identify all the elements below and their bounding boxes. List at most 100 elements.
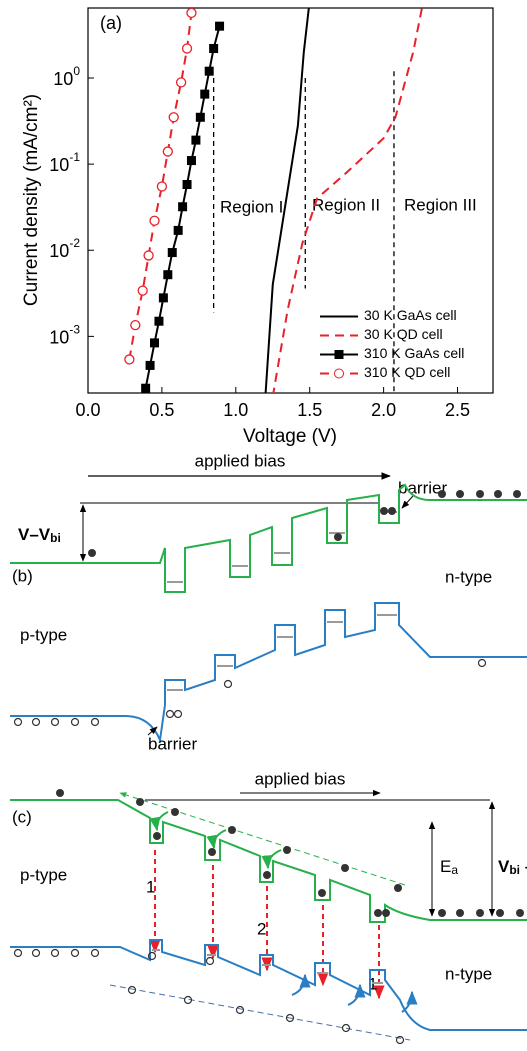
transitions (149, 850, 385, 1000)
panel-label: (c) (12, 807, 32, 826)
marker (182, 180, 192, 190)
legend-label: 310 K GaAs cell (364, 345, 464, 361)
marker (141, 383, 151, 393)
marker (167, 248, 177, 258)
label: bi (50, 531, 61, 545)
x-tick-label: 2.5 (445, 400, 470, 420)
label: Ea (440, 857, 458, 877)
plot-frame (87, 7, 494, 394)
marker (195, 112, 205, 122)
y-axis-label: Current density (mA/cm²) (21, 94, 42, 306)
valence-band (10, 939, 527, 1031)
x-axis-label: Voltage (V) (243, 426, 337, 447)
y-tick-exponent: -2 (69, 236, 80, 250)
y-tick-label: 100 (53, 64, 80, 89)
arrow (147, 726, 158, 736)
marker (162, 146, 173, 157)
label: a (451, 863, 458, 877)
label: V–Vbi (18, 525, 61, 545)
marker (154, 316, 164, 326)
marker (168, 112, 179, 123)
legend-label: 30 K QD cell (364, 326, 443, 342)
y-tick-exponent: 0 (73, 64, 80, 78)
label: E (440, 857, 451, 876)
relaxation-arrows (149, 811, 282, 870)
marker (145, 360, 155, 370)
x-tick-label: 1.5 (297, 400, 322, 420)
arrow (401, 495, 414, 509)
marker (156, 181, 168, 192)
label: bi (509, 863, 520, 877)
label: p-type (20, 625, 67, 644)
series-line (272, 8, 423, 393)
y-tick-label: 10-2 (49, 236, 80, 261)
valence-band (10, 602, 527, 744)
marker (186, 8, 197, 19)
electron (56, 789, 64, 797)
level (152, 949, 383, 984)
x-tick-label: 1.0 (223, 400, 248, 420)
marker (150, 338, 160, 348)
holes (13, 948, 405, 1045)
series-line (128, 12, 193, 360)
conduction-band (10, 483, 527, 593)
label: V (498, 857, 510, 876)
marker (137, 285, 148, 296)
conduction-band (10, 799, 527, 923)
label: 1 (146, 877, 155, 896)
region-label: Region I (220, 197, 283, 216)
label: – V (520, 857, 527, 876)
x-tick-label: 0.5 (149, 400, 174, 420)
label: p-type (20, 865, 67, 884)
marker (215, 21, 225, 31)
electrons (88, 490, 521, 557)
marker (186, 156, 196, 166)
label: n-type (445, 964, 492, 983)
label: n-type (445, 567, 492, 586)
label: V–V (18, 525, 51, 544)
label: 2 (257, 919, 266, 938)
series-line (264, 8, 310, 393)
marker (130, 319, 141, 331)
region-label: Region II (312, 195, 380, 214)
marker (204, 66, 214, 76)
line (109, 984, 411, 1041)
panel-label: (b) (12, 566, 33, 585)
label: Vbi – V (498, 857, 527, 877)
marker (178, 202, 188, 212)
y-tick-base: 10 (49, 241, 69, 261)
level (167, 511, 397, 583)
x-tick-label: 0.0 (75, 400, 100, 420)
marker (200, 89, 210, 99)
y-tick-base: 10 (49, 327, 69, 347)
chart-a: (a) Voltage (V) Current density (mA/cm²)… (21, 7, 494, 447)
legend-label: 30 K GaAs cell (364, 307, 457, 323)
marker (158, 293, 168, 303)
y-tick-label: 10-3 (49, 323, 80, 348)
panel-label: (a) (100, 13, 122, 33)
y-tick-base: 10 (53, 69, 73, 89)
region-label: Region III (404, 195, 477, 214)
marker (173, 225, 183, 235)
relaxation-arrows (291, 973, 418, 1013)
legend-marker (334, 368, 344, 379)
marker (163, 270, 173, 280)
marker (191, 135, 201, 145)
holes (13, 658, 487, 727)
marker (149, 215, 160, 226)
y-tick-exponent: -3 (69, 323, 80, 337)
marker (143, 250, 154, 261)
marker (181, 43, 193, 54)
y-tick-exponent: -1 (69, 150, 80, 164)
marker (175, 77, 187, 88)
legend-marker (334, 350, 344, 359)
electrons (136, 798, 524, 917)
y-tick-label: 10-1 (49, 150, 80, 175)
label: applied bias (195, 451, 286, 470)
plot-area (124, 8, 423, 393)
label: barrier (148, 734, 197, 753)
legend-label: 310 K QD cell (364, 364, 450, 380)
label: applied bias (255, 769, 346, 788)
marker (124, 354, 135, 365)
